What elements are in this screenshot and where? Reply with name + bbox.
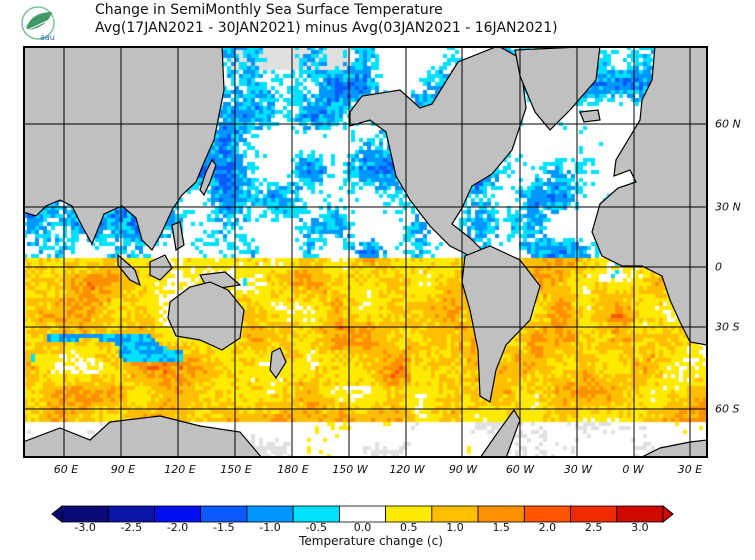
longitude-label: 30 W [563,463,593,476]
colorbar-swatch [523,505,571,523]
colorbar-label: 2.0 [538,521,557,534]
latitude-label: 60 N [715,117,741,131]
longitude-label: 120 E [164,463,196,476]
colorbar-max-arrow [662,504,674,524]
colorbar-label: 2.5 [584,521,603,534]
colorbar [51,504,674,524]
colorbar-swatch [616,505,664,523]
longitude-label: 90 W [448,463,478,476]
longitude-label: 90 E [110,463,136,476]
land-eurasia-asia [23,46,225,251]
colorbar-label: -0.5 [305,521,327,534]
colorbar-min-arrow [51,504,63,524]
latitude-label: 30 S [715,320,740,334]
graticule [23,46,708,458]
land-japan [199,158,217,197]
longitude-label: 30 E [677,463,703,476]
land-greenland [514,46,601,131]
colorbar-swatch [385,505,433,523]
colorbar-swatch [477,505,525,523]
colorbar-label: 1.5 [492,521,510,534]
aau-logo: aau [21,6,55,42]
land-australia [167,281,245,351]
land-iceland [579,109,601,123]
map-subtitle: Avg(17JAN2021 - 30JAN2021) minus Avg(03J… [95,20,558,36]
longitude-label: 150 W [332,463,368,476]
map-title: Change in SemiMonthly Sea Surface Temper… [95,2,443,18]
map-overlay [23,46,708,458]
colorbar-swatch [338,505,387,523]
colorbar-label: -2.5 [120,521,143,534]
land-new-zealand [269,347,287,380]
colorbar-label: 1.0 [446,521,464,534]
land-antarctica [23,415,263,458]
colorbar-swatch [292,505,340,523]
colorbar-label: 3.0 [631,521,649,534]
longitude-label: 180 E [277,463,309,476]
colorbar-title: Temperature change (c) [299,534,443,548]
sst-change-map [23,46,708,458]
colorbar-swatch [570,505,618,523]
colorbar-label: -2.0 [166,521,189,534]
map-frame [23,46,708,458]
longitude-label: 150 E [220,463,252,476]
longitude-label: 0 W [622,463,644,476]
colorbar-swatch [431,505,479,523]
longitude-label: 120 W [389,463,425,476]
longitude-label: 60 E [53,463,79,476]
land-north-america [349,46,527,257]
colorbar-label: -1.0 [259,521,281,534]
longitude-label: 60 W [505,463,535,476]
colorbar-swatch [107,505,155,523]
colorbar-swatch [61,505,109,523]
land-antarctica-east [639,439,708,458]
colorbar-label: -3.0 [74,521,96,534]
colorbar-label: -1.5 [213,521,235,534]
svg-text:aau: aau [40,33,55,42]
colorbar-label: 0.0 [353,521,372,534]
latitude-label: 30 N [715,200,741,214]
land-south-america [461,245,541,403]
land-antarctic-peninsula [479,408,521,458]
colorbar-swatch [246,505,294,523]
colorbar-label: 0.5 [399,521,418,534]
colorbar-swatch [200,505,248,523]
latitude-label: 60 S [715,402,740,416]
colorbar-swatch [154,505,202,523]
latitude-label: 0 [715,260,722,274]
